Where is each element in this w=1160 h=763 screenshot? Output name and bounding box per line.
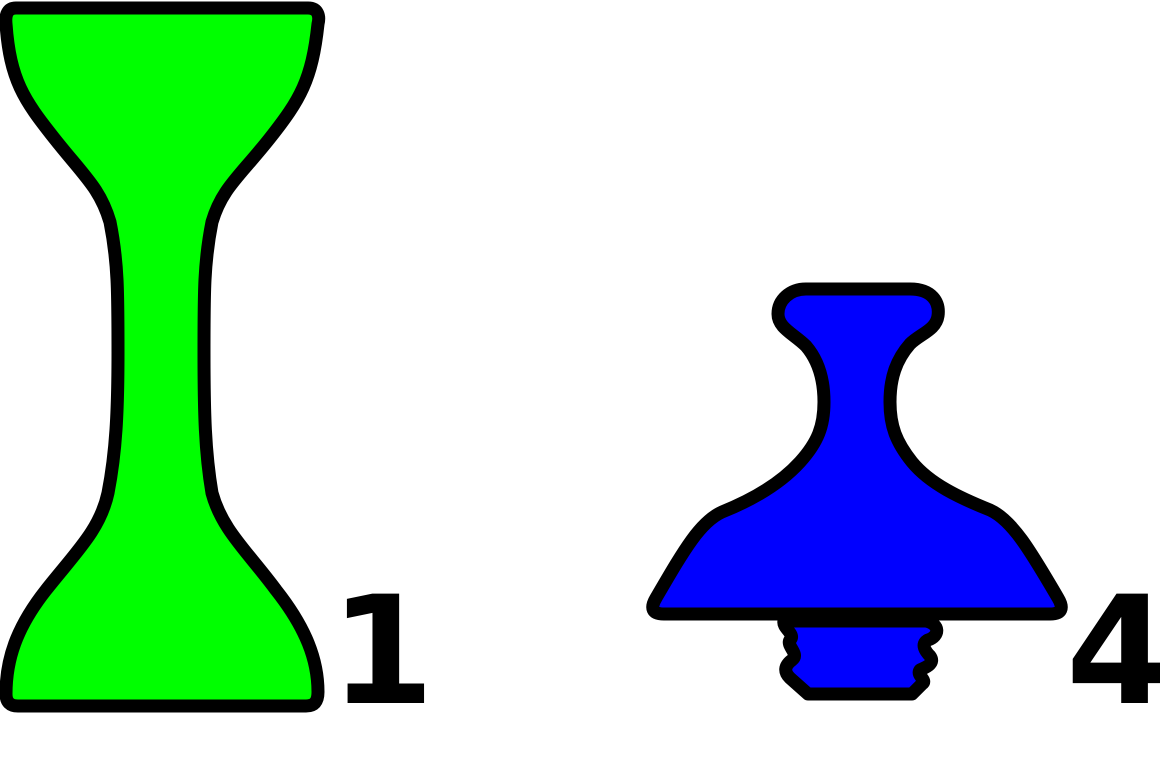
shape-label-1: 1 <box>330 565 434 739</box>
blue-bell-shape <box>646 282 1068 621</box>
blue-bell-base <box>777 614 944 701</box>
green-hourglass-shape <box>0 1 326 713</box>
shape-label-4: 4 <box>1066 565 1160 739</box>
